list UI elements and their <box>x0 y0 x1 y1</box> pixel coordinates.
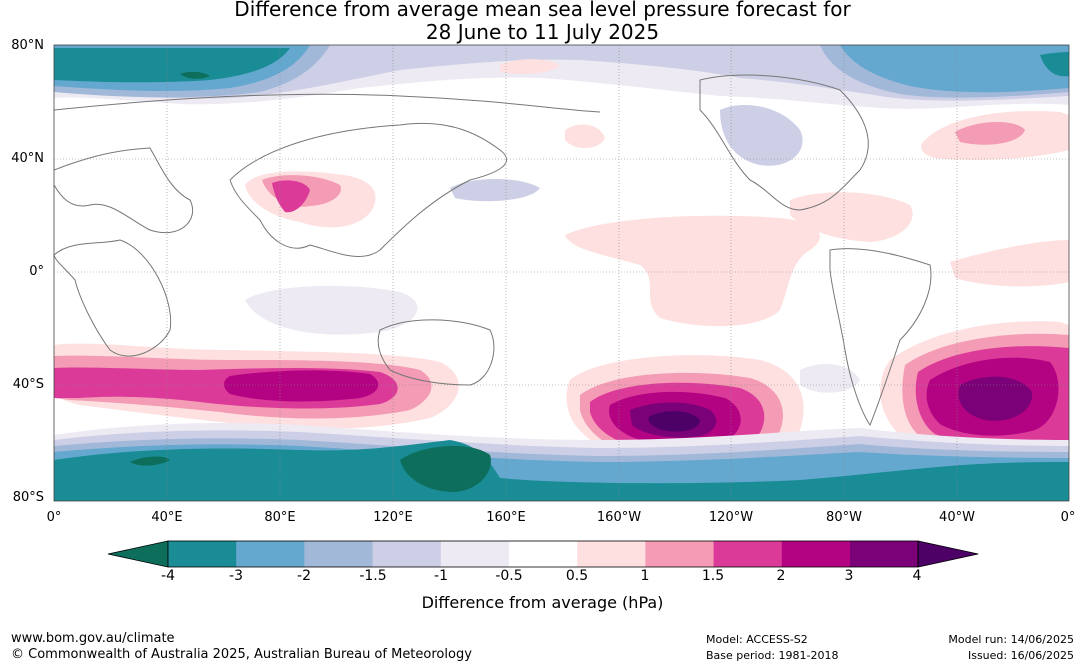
lon-label-160e: 160°E <box>486 510 526 525</box>
lon-label-40w: 40°W <box>939 510 975 525</box>
lat-label-80s: 80°S <box>12 490 44 505</box>
gridlines <box>54 45 1069 501</box>
colorbar-tick: 3 <box>844 568 854 584</box>
colorbar-tick: -3 <box>229 568 243 584</box>
colorbar-tick: 1 <box>640 568 650 584</box>
title-line-1: Difference from average mean sea level p… <box>234 0 851 21</box>
anomaly-field <box>54 45 1069 501</box>
colorbar <box>107 540 979 568</box>
lon-label-120w: 120°W <box>708 510 754 525</box>
title-line-2: 28 June to 11 July 2025 <box>425 20 660 44</box>
footer-model: Model: ACCESS-S2 <box>706 633 808 646</box>
lon-label-40e: 40°E <box>151 510 183 525</box>
colorbar-tick: -1.5 <box>359 568 387 584</box>
footer-model-run: Model run: 14/06/2025 <box>948 633 1074 646</box>
footer-url[interactable]: www.bom.gov.au/climate <box>11 631 175 646</box>
lat-label-80n: 80°N <box>11 38 44 53</box>
lon-label-120e: 120°E <box>373 510 413 525</box>
colorbar-tick: 4 <box>912 568 922 584</box>
pressure-anomaly-map <box>53 44 1070 502</box>
footer-issued: Issued: 16/06/2025 <box>967 649 1074 662</box>
lat-label-40n: 40°N <box>11 151 44 166</box>
lon-label-160w: 160°W <box>596 510 642 525</box>
footer-copyright: © Commonwealth of Australia 2025, Austra… <box>11 647 472 662</box>
colorbar-tick: -4 <box>161 568 175 584</box>
colorbar-cell <box>168 541 237 567</box>
lon-label-0-left: 0° <box>46 510 62 525</box>
lon-label-80e: 80°E <box>264 510 296 525</box>
colorbar-tick: -0.5 <box>495 568 523 584</box>
colorbar-cell <box>781 541 851 567</box>
map-frame <box>53 44 1070 502</box>
colorbar-cell <box>713 541 783 567</box>
colorbar-cell <box>850 541 919 567</box>
colorbar-cell <box>577 541 646 567</box>
lat-label-40s: 40°S <box>12 377 44 392</box>
lat-label-0: 0° <box>29 264 44 279</box>
lon-label-0-right: 0° <box>1060 510 1076 525</box>
colorbar-cell <box>304 541 374 567</box>
colorbar-tick: -2 <box>297 568 311 584</box>
lon-label-80w: 80°W <box>826 510 862 525</box>
colorbar-cell <box>372 541 442 567</box>
colorbar-cell <box>645 541 715 567</box>
colorbar-tick: 2 <box>776 568 786 584</box>
colorbar-extend-low <box>107 540 169 568</box>
colorbar-cell <box>440 541 510 567</box>
colorbar-tick: -1 <box>434 568 448 584</box>
colorbar-tick: 1.5 <box>701 568 725 584</box>
coastlines <box>54 74 932 427</box>
footer-base-period: Base period: 1981-2018 <box>706 649 839 662</box>
colorbar-title: Difference from average (hPa) <box>421 593 664 612</box>
colorbar-cell <box>236 541 305 567</box>
map-title: Difference from average mean sea level p… <box>0 0 1085 44</box>
colorbar-extend-high <box>917 540 979 568</box>
colorbar-cell <box>509 541 578 567</box>
colorbar-tick: 0.5 <box>565 568 589 584</box>
